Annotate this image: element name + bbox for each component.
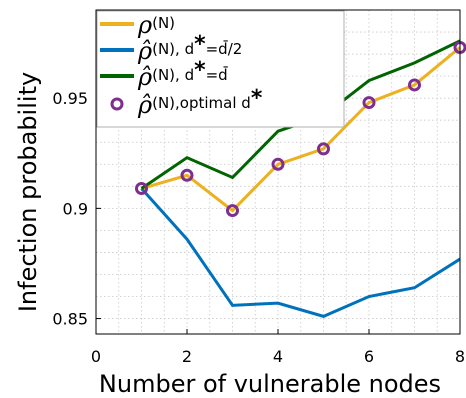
y-tick-label: 0.85 [52,310,88,329]
series-marker-4 [362,96,376,110]
y-tick-label: 0.95 [52,89,88,108]
x-tick-label: 2 [182,347,192,366]
x-axis-label: Number of vulnerable nodes [99,370,441,398]
x-tick-label: 4 [273,347,283,366]
legend: ρ(N)ρ̂(N), d*=d̄/2ρ̂(N), d*=d̄ρ̂(N),opti… [96,10,345,128]
series-marker-4 [271,157,285,171]
series-line-2 [140,187,461,318]
x-tick-label: 8 [455,347,465,366]
series-marker-4 [180,168,194,182]
legend-label-3: ρ̂(N), d*=d̄ [137,58,228,91]
legend-swatch-4 [110,97,124,111]
series-line-1 [141,46,461,213]
y-tick-label: 0.9 [63,199,88,218]
series-marker-4 [408,78,421,92]
series-marker-4 [135,182,148,196]
legend-label-1: ρ(N) [137,11,175,39]
legend-label-2: ρ̂(N), d*=d̄/2 [137,32,242,65]
legend-box [96,10,345,128]
series-marker-4 [226,204,239,218]
x-tick-label: 6 [364,347,374,366]
axis-ticks: 0 2 4 6 8 0.85 0.9 0.95 [52,89,465,366]
legend-label-4: ρ̂(N),optimal d* [137,86,263,119]
x-tick-label: 0 [91,347,101,366]
y-axis-label: Infection probability [14,72,42,312]
series-marker-4 [317,142,330,156]
plot-series [135,39,466,318]
